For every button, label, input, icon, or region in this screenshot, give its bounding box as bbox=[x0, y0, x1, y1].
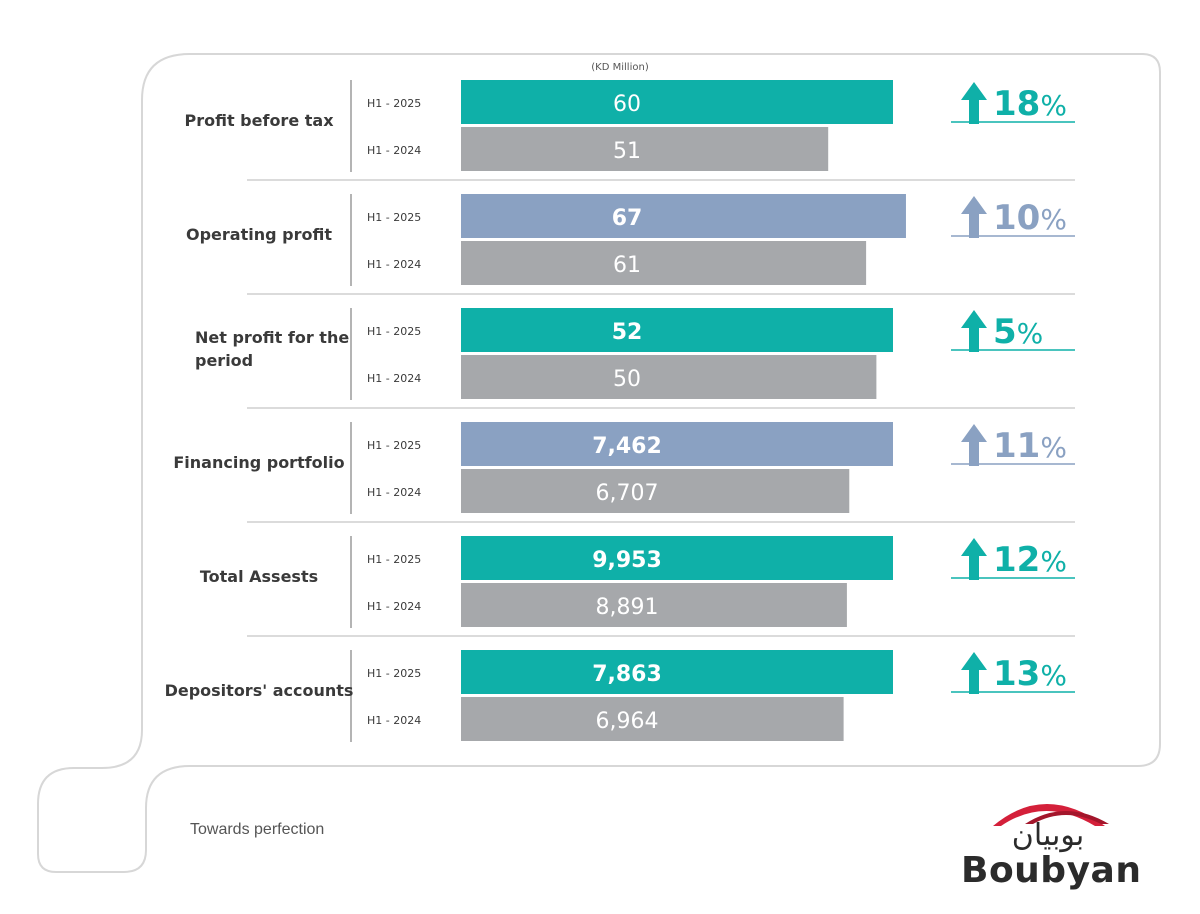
data-label-previous: 61 bbox=[613, 253, 641, 278]
series-label: H1 - 2025 bbox=[367, 667, 421, 680]
data-label-current: 9,953 bbox=[592, 548, 662, 573]
data-label-previous: 50 bbox=[613, 367, 641, 392]
change-value: 13% bbox=[993, 654, 1067, 694]
bar-previous bbox=[461, 583, 847, 627]
percent-sign: % bbox=[1017, 317, 1044, 350]
series-label: H1 - 2025 bbox=[367, 439, 421, 452]
change-value: 18% bbox=[993, 84, 1067, 124]
up-arrow-icon bbox=[961, 538, 987, 580]
percent-sign: % bbox=[1040, 203, 1067, 236]
category-label: Financing portfolio bbox=[173, 453, 344, 472]
series-label: H1 - 2024 bbox=[367, 258, 421, 271]
bar-current bbox=[461, 536, 893, 580]
bar-previous bbox=[461, 469, 850, 513]
percent-sign: % bbox=[1040, 659, 1067, 692]
data-label-previous: 51 bbox=[613, 139, 641, 164]
percent-sign: % bbox=[1040, 431, 1067, 464]
category-label: Profit before tax bbox=[184, 111, 334, 130]
tagline: Towards perfection bbox=[190, 821, 325, 838]
series-label: H1 - 2024 bbox=[367, 714, 421, 727]
boubyan-logo: بوبيان Boubyan bbox=[955, 790, 1141, 900]
change-number: 13 bbox=[993, 654, 1040, 694]
data-label-previous: 6,964 bbox=[596, 709, 659, 734]
series-label: H1 - 2025 bbox=[367, 553, 421, 566]
logo-arc-icon bbox=[993, 804, 1109, 826]
change-value: 12% bbox=[993, 540, 1067, 580]
change-value: 11% bbox=[993, 426, 1067, 466]
unit-note: (KD Million) bbox=[591, 62, 649, 73]
bar-previous bbox=[461, 127, 829, 171]
category-label: Total Assests bbox=[200, 567, 318, 586]
bar-previous bbox=[461, 697, 844, 741]
data-label-previous: 6,707 bbox=[596, 481, 659, 506]
up-arrow-icon bbox=[961, 310, 987, 352]
data-label-current: 60 bbox=[613, 92, 641, 117]
up-arrow-icon bbox=[961, 424, 987, 466]
series-label: H1 - 2024 bbox=[367, 486, 421, 499]
logo-arabic-text: بوبيان bbox=[1011, 818, 1085, 853]
change-number: 10 bbox=[993, 198, 1040, 238]
data-label-current: 52 bbox=[612, 320, 643, 345]
up-arrow-icon bbox=[961, 196, 987, 238]
data-label-current: 7,462 bbox=[592, 434, 662, 459]
change-number: 11 bbox=[993, 426, 1040, 466]
series-label: H1 - 2024 bbox=[367, 144, 421, 157]
change-value: 10% bbox=[993, 198, 1067, 238]
series-label: H1 - 2025 bbox=[367, 211, 421, 224]
bar-current bbox=[461, 194, 906, 238]
bar-current bbox=[461, 80, 893, 124]
logo-wordmark: Boubyan bbox=[961, 850, 1142, 891]
change-number: 18 bbox=[993, 84, 1040, 124]
series-label: H1 - 2025 bbox=[367, 325, 421, 338]
bar-previous bbox=[461, 241, 867, 285]
change-number: 5 bbox=[993, 312, 1017, 352]
percent-sign: % bbox=[1040, 545, 1067, 578]
bar-current bbox=[461, 308, 893, 352]
series-label: H1 - 2024 bbox=[367, 372, 421, 385]
bar-previous bbox=[461, 355, 877, 399]
series-label: H1 - 2025 bbox=[367, 97, 421, 110]
data-label-current: 67 bbox=[612, 206, 643, 231]
category-label: Net profit for the bbox=[195, 328, 349, 347]
data-label-current: 7,863 bbox=[592, 662, 662, 687]
percent-sign: % bbox=[1040, 89, 1067, 122]
up-arrow-icon bbox=[961, 82, 987, 124]
change-number: 12 bbox=[993, 540, 1040, 580]
bar-current bbox=[461, 422, 893, 466]
category-label: Depositors' accounts bbox=[165, 681, 354, 700]
category-label: Operating profit bbox=[186, 225, 332, 244]
series-label: H1 - 2024 bbox=[367, 600, 421, 613]
up-arrow-icon bbox=[961, 652, 987, 694]
data-label-previous: 8,891 bbox=[596, 595, 659, 620]
change-value: 5% bbox=[993, 312, 1043, 352]
bar-current bbox=[461, 650, 893, 694]
category-label: period bbox=[195, 351, 253, 370]
